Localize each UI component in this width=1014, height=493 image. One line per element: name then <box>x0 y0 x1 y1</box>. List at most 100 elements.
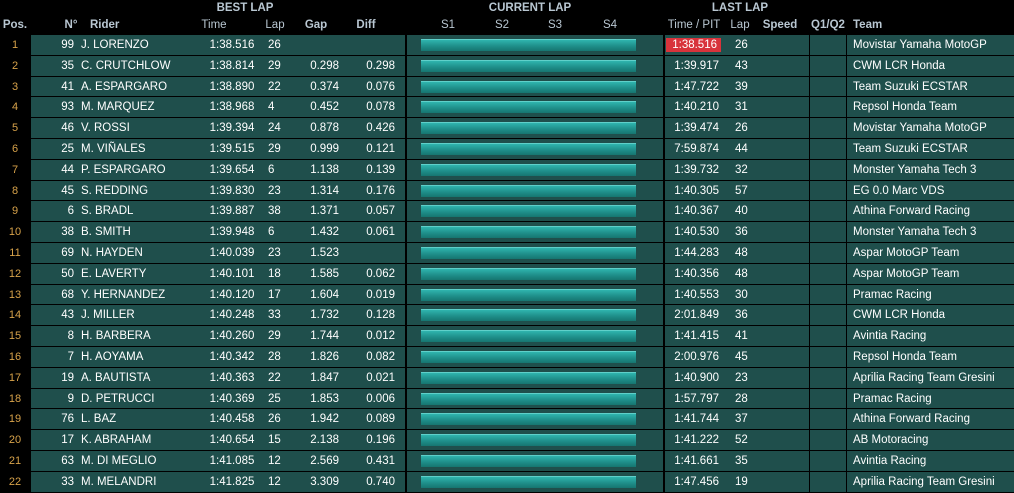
current-lap-progress-bar <box>421 205 636 218</box>
table-row[interactable]: 7 44 P. ESPARGARO 1:39.654 6 1.138 0.139 1:39.7… <box>0 159 1014 181</box>
best-lap-number: 23 <box>268 246 281 259</box>
best-lap-cell <box>31 180 405 201</box>
last-lap-header: LAST LAP <box>711 2 769 14</box>
table-row[interactable]: 4 93 M. MARQUEZ 1:38.968 4 0.452 0.078 1:40.210… <box>0 97 1014 118</box>
table-row[interactable]: 3 41 A. ESPARGARO 1:38.890 22 0.374 0.076 1:47.… <box>0 76 1014 98</box>
last-lap-cell <box>665 138 809 159</box>
last-lap-number: 43 <box>735 59 748 72</box>
team-cell <box>847 159 1014 180</box>
last-lap-number: 44 <box>735 142 748 155</box>
team-name: Aspar MotoGP Team <box>853 246 960 259</box>
best-time: 1:39.948 <box>209 226 255 239</box>
table-row[interactable]: 11 69 N. HAYDEN 1:40.039 23 1.523 1:44.283 48 As… <box>0 242 1014 264</box>
col-s2: S2 <box>494 19 510 31</box>
table-row[interactable]: 22 33 M. MELANDRI 1:41.825 12 3.309 0.740 1:47.… <box>0 471 1014 493</box>
rider-name: N. HAYDEN <box>81 246 143 259</box>
table-row[interactable]: 13 68 Y. HERNANDEZ 1:40.120 17 1.604 0.019 1:40… <box>0 284 1014 306</box>
table-row[interactable]: 9 6 S. BRADL 1:39.887 38 1.371 0.057 1:40.367 40… <box>0 201 1014 222</box>
table-row[interactable]: 17 19 A. BAUTISTA 1:40.363 22 1.847 0.021 1:40.… <box>0 367 1014 389</box>
diff-value: 0.089 <box>366 413 395 426</box>
table-row[interactable]: 2 35 C. CRUTCHLOW 1:38.814 29 0.298 0.298 1:39.… <box>0 55 1014 77</box>
last-lap-number: 37 <box>735 413 748 426</box>
table-row[interactable]: 18 9 D. PETRUCCI 1:40.369 25 1.853 0.006 1:57.7… <box>0 388 1014 410</box>
col-team: Team <box>853 19 883 31</box>
best-time: 1:40.342 <box>209 350 255 363</box>
team-name: Movistar Yamaha MotoGP <box>853 122 987 135</box>
current-lap-progress-bar <box>421 371 636 384</box>
last-lap-cell <box>665 284 809 305</box>
table-row[interactable]: 16 7 H. AOYAMA 1:40.342 28 1.826 0.082 2:00.976… <box>0 346 1014 368</box>
last-lap-time: 1:41.415 <box>674 330 719 343</box>
best-time: 1:39.394 <box>209 122 255 135</box>
best-time: 1:40.101 <box>209 267 255 280</box>
position: 11 <box>9 246 21 259</box>
gap-value: 1.138 <box>310 163 339 176</box>
col-s1: S1 <box>440 19 456 31</box>
rider-name: S. REDDING <box>81 184 149 197</box>
last-lap-time: 1:40.210 <box>674 101 719 114</box>
col-best-time: Time <box>201 19 227 31</box>
last-lap-cell <box>665 159 809 180</box>
diff-value: 0.062 <box>366 267 395 280</box>
team-cell <box>847 388 1014 409</box>
last-lap-cell <box>665 346 809 367</box>
last-lap-number: 36 <box>735 309 748 322</box>
last-lap-number: 52 <box>735 434 748 447</box>
team-cell <box>847 138 1014 159</box>
last-lap-time: 1:39.474 <box>674 122 719 135</box>
table-row[interactable]: 14 43 J. MILLER 1:40.248 33 1.732 0.128 2:01.84… <box>0 305 1014 326</box>
team-name: CWM LCR Honda <box>853 59 946 72</box>
table-row[interactable]: 5 46 V. ROSSI 1:39.394 24 0.878 0.426 1:39.474 2… <box>0 118 1014 139</box>
q1q2-cell <box>810 159 846 180</box>
last-lap-time: 1:40.553 <box>674 288 719 301</box>
table-row[interactable]: 15 8 H. BARBERA 1:40.260 29 1.744 0.012 1:41.41… <box>0 326 1014 347</box>
team-cell <box>847 450 1014 471</box>
diff-value: 0.078 <box>366 101 395 114</box>
rider-name: D. PETRUCCI <box>81 392 155 405</box>
last-lap-time: 7:59.874 <box>674 142 719 155</box>
last-lap-time: 1:47.722 <box>674 80 719 93</box>
position: 18 <box>8 392 22 405</box>
table-row[interactable]: 19 76 L. BAZ 1:40.458 26 1.942 0.089 1:41.744 37… <box>0 409 1014 430</box>
team-name: Repsol Honda Team <box>853 101 957 114</box>
diff-value: 0.021 <box>366 371 395 384</box>
gap-value: 0.999 <box>310 142 339 155</box>
table-row[interactable]: 1 99 J. LORENZO 1:38.516 26 1:38.516 26 Movista… <box>0 35 1014 56</box>
best-lap-cell <box>31 367 405 388</box>
gap-value: 1.732 <box>310 309 339 322</box>
team-cell <box>847 430 1014 450</box>
gap-value <box>300 35 339 55</box>
table-row[interactable]: 6 25 M. VIÑALES 1:39.515 29 0.999 0.121 7:59.87… <box>0 138 1014 160</box>
table-row[interactable]: 8 45 S. REDDING 1:39.830 23 1.314 0.176 1:40.30… <box>0 180 1014 202</box>
table-row[interactable]: 12 50 E. LAVERTY 1:40.101 18 1.585 0.062 1:40.3… <box>0 263 1014 285</box>
rider-name: C. CRUTCHLOW <box>81 59 171 72</box>
position: 22 <box>8 475 22 488</box>
table-row[interactable]: 10 38 B. SMITH 1:39.948 6 1.432 0.061 1:40.530 3… <box>0 222 1014 243</box>
best-lap-cell <box>31 76 405 97</box>
last-lap-cell <box>665 450 809 471</box>
position: 10 <box>8 226 22 239</box>
gap-value: 2.138 <box>310 434 339 447</box>
gap-value: 1.826 <box>310 350 339 363</box>
rider-number: 76 <box>61 413 74 426</box>
current-lap-progress-bar <box>421 184 636 197</box>
last-lap-number: 57 <box>735 184 748 197</box>
last-lap-cell <box>665 55 809 76</box>
best-time: 1:41.085 <box>209 454 255 467</box>
last-lap-number: 39 <box>735 80 748 93</box>
col-gap: Gap <box>304 19 328 31</box>
q1q2-cell <box>810 346 846 367</box>
best-lap-cell <box>31 450 405 471</box>
rider-name: A. ESPARGARO <box>81 80 168 93</box>
diff-value <box>355 35 395 55</box>
position: 7 <box>11 163 19 176</box>
team-cell <box>847 242 1014 263</box>
diff-value: 0.431 <box>366 454 395 467</box>
table-row[interactable]: 20 17 K. ABRAHAM 1:40.654 15 2.138 0.196 1:41.2… <box>0 430 1014 451</box>
rider-number: 7 <box>67 350 74 363</box>
table-row[interactable]: 21 63 M. DI MEGLIO 1:41.085 12 2.569 0.431 1:41… <box>0 450 1014 472</box>
last-lap-number: 35 <box>735 454 748 467</box>
last-lap-cell <box>665 263 809 284</box>
last-lap-cell <box>665 180 809 201</box>
last-lap-cell <box>665 76 809 97</box>
